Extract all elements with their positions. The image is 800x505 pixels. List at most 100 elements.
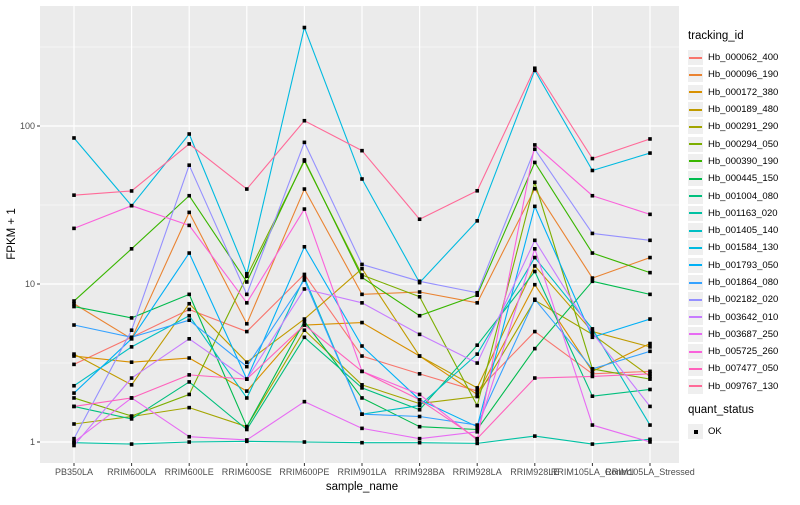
data-point <box>475 188 479 193</box>
legend-item: Hb_000062_400 <box>688 49 798 66</box>
legend-item-label: OK <box>708 426 722 438</box>
data-point <box>475 301 479 305</box>
legend-item-label: Hb_000445_150 <box>708 173 779 185</box>
data-point <box>590 156 595 161</box>
data-point <box>590 394 595 398</box>
data-point <box>648 345 652 349</box>
data-point <box>245 321 249 326</box>
legend-item: Hb_001163_020 <box>688 205 798 222</box>
data-point <box>245 187 249 191</box>
data-point <box>475 436 479 441</box>
data-point <box>648 341 652 346</box>
legend-key-line-icon <box>689 195 702 198</box>
data-point <box>302 287 307 291</box>
data-point <box>475 430 479 434</box>
data-point <box>302 335 307 340</box>
legend-key-box <box>688 292 703 308</box>
data-point <box>360 273 364 277</box>
data-point <box>475 427 479 432</box>
data-point <box>533 143 537 147</box>
legend-item-label: Hb_001584_130 <box>708 242 779 254</box>
legend-item: Hb_000172_380 <box>688 84 798 101</box>
data-point <box>648 151 652 155</box>
data-point <box>129 376 134 380</box>
data-point <box>360 426 364 431</box>
legend-item-label: Hb_009767_130 <box>708 380 779 392</box>
legend-key-box <box>688 275 703 290</box>
data-point <box>129 414 134 418</box>
data-point <box>245 438 249 442</box>
data-point <box>475 290 479 295</box>
legend-title-quant-status: quant_status <box>688 403 754 416</box>
data-point <box>129 328 134 333</box>
data-point <box>187 356 191 360</box>
legend-key-box <box>688 378 703 394</box>
data-point <box>590 331 595 335</box>
legend-key-line-icon <box>689 229 702 232</box>
data-point <box>72 193 76 197</box>
data-point <box>245 389 249 393</box>
data-point <box>360 292 364 297</box>
data-point <box>360 148 364 153</box>
legend-item-label: Hb_005725_260 <box>708 346 779 358</box>
data-point <box>475 389 479 393</box>
data-point <box>475 293 479 297</box>
legend-key-box <box>688 136 703 152</box>
data-point <box>648 292 652 297</box>
legend-item-ok: OK <box>688 423 798 440</box>
legend-key-line-icon <box>689 125 702 128</box>
data-point <box>417 217 422 222</box>
legend-item-label: Hb_001793_050 <box>708 259 779 271</box>
legend-key-box <box>688 84 703 100</box>
legend-key-line-icon <box>689 160 702 163</box>
data-point <box>129 396 134 400</box>
data-point <box>417 440 422 445</box>
y-axis-title: FPKM + 1 <box>6 208 18 259</box>
data-point <box>129 189 134 193</box>
data-point <box>648 423 652 427</box>
data-point <box>187 440 191 444</box>
legend-key-line-icon <box>689 333 702 336</box>
data-point <box>245 424 249 429</box>
data-point <box>417 424 422 429</box>
data-point <box>417 397 422 402</box>
legend-item: Hb_002182_020 <box>688 291 798 308</box>
data-point <box>302 272 307 277</box>
data-point <box>187 380 191 384</box>
data-point <box>129 203 134 208</box>
legend: tracking_id Hb_000062_400 Hb_000096_190 Hb… <box>688 30 798 440</box>
data-point <box>360 262 364 267</box>
data-point <box>417 403 422 408</box>
legend-key-line-icon <box>689 91 702 94</box>
data-point <box>533 255 537 260</box>
x-tick-label: RRIM105LA_Stressed <box>605 467 695 477</box>
data-point <box>533 238 537 243</box>
x-tick-label: RRIM928BA <box>395 467 445 477</box>
legend-key-box <box>688 240 703 256</box>
data-point <box>475 361 479 365</box>
data-point <box>72 396 76 400</box>
data-point <box>590 442 595 446</box>
data-point <box>245 292 249 297</box>
data-point <box>590 367 595 371</box>
data-point <box>187 292 191 297</box>
data-point <box>648 387 652 392</box>
legend-key-line-icon <box>689 298 702 301</box>
legend-item: Hb_001004_080 <box>688 187 798 204</box>
data-point <box>475 352 479 356</box>
legend-key-box <box>688 424 703 440</box>
legend-item-label: Hb_000062_400 <box>708 52 779 64</box>
legend-item-label: Hb_001405_140 <box>708 225 779 237</box>
legend-item: Hb_001864_080 <box>688 274 798 291</box>
legend-item-label: Hb_000291_290 <box>708 121 779 133</box>
legend-item: Hb_003687_250 <box>688 326 798 343</box>
data-point <box>302 158 307 162</box>
data-point <box>590 251 595 255</box>
data-point <box>187 251 191 255</box>
legend-key-line-icon <box>689 143 702 146</box>
data-point <box>360 369 364 374</box>
legend-item: Hb_007477_050 <box>688 360 798 377</box>
legend-item-label: Hb_000096_190 <box>708 69 779 81</box>
data-point <box>302 25 307 30</box>
legend-item-label: Hb_001004_080 <box>708 190 779 202</box>
